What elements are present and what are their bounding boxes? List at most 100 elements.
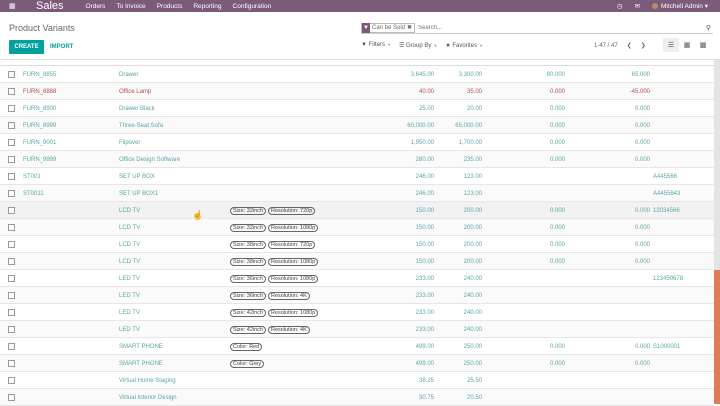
table-row[interactable]: FURN_8888 Office Lamp 40.00 35.00 0.000 -45.0… [0,83,714,100]
row-checkbox[interactable] [8,343,15,350]
hand-cursor-icon: ☝ [192,210,204,220]
caret-down-icon: ▼ [479,43,484,48]
menu-to-invoice[interactable]: To Invoice [116,2,146,10]
row-checkbox[interactable] [8,71,15,78]
quantity-on-hand: 0.000 [549,360,565,367]
row-checkbox[interactable] [8,275,15,282]
table-row[interactable]: FURN_8999 Three-Seat Sofa 60,000.00 65,000.… [0,117,714,134]
import-button[interactable]: IMPORT [50,44,74,50]
table-row[interactable]: Virtual Home Staging 38.25 25.50 [0,372,714,389]
remove-facet-icon[interactable]: ✖ [407,25,413,31]
table-row[interactable]: ST0011 SET UP BOX1 246.00 123.00 A4455643 [0,185,714,202]
row-checkbox[interactable] [8,394,15,401]
pager: 1-47 / 47 ❮ ❯ [594,42,646,50]
row-checkbox[interactable] [8,309,15,316]
sales-price: 150.00 [415,258,434,265]
table-row[interactable]: LCD TV Size: 38inch Resolution: 720p 150.00… [0,236,714,253]
table-row[interactable]: FURN_9999 Office Design Software 280.00 235… [0,151,714,168]
table-row[interactable]: LED TV Size: 36inch Resolution: 1080p 233.0… [0,270,714,287]
sales-price: 3,645.00 [410,71,434,78]
table-row[interactable]: ST001 SET UP BOX 246.00 123.00 A445566 [0,168,714,185]
sales-price: 246.00 [415,190,434,197]
table-row[interactable]: FURN_8900 Drawer Black 25.00 20.00 0.000 0.00… [0,100,714,117]
row-checkbox[interactable] [8,105,15,112]
row-checkbox[interactable] [8,292,15,299]
table-row[interactable]: LED TV Size: 42inch Resolution: 1080p 233.0… [0,304,714,321]
table-row[interactable]: SMART PHONE Color: Red 499.00 250.00 0.000 0.… [0,338,714,355]
cost: 20.50 [466,394,482,401]
row-checkbox[interactable] [8,139,15,146]
product-name: LCD TV [119,224,141,231]
caret-down-icon: ▼ [386,42,391,47]
row-checkbox[interactable] [8,207,15,214]
search-options: ▼ Filters ▼ ☰ Group By ▼ ★ Favorites ▼ [361,42,483,49]
row-checkbox[interactable] [8,156,15,163]
attribute-tag: Size: 38inch [230,257,266,266]
view-switcher: ☰ ▦ ▩ [663,38,711,52]
table-row[interactable]: Virtual Interior Design 30.75 20.50 [0,389,714,406]
sales-price: 150.00 [415,241,434,248]
table-row[interactable]: LED TV Size: 42inch Resolution: 4K 233.00 24… [0,321,714,338]
row-checkbox[interactable] [8,224,15,231]
row-checkbox[interactable] [8,88,15,95]
cost: 250.00 [463,343,482,350]
page-title: Product Variants [9,23,75,33]
table-row[interactable]: LED TV Size: 36inch Resolution: 4K 233.00 24… [0,287,714,304]
list-view-button[interactable]: ☰ [663,38,679,52]
table-row[interactable]: FURN_8855 Drawer 3,645.00 3,300.00 80.000 65.… [0,66,714,83]
user-menu[interactable]: Mitchell Admin ▾ [652,2,708,10]
quantity-on-hand: 80.000 [546,71,565,78]
attribute-values: Size: 38inch Resolution: 1080p [230,253,319,270]
barcode: 12034566 [653,207,680,214]
attribute-tag: Resolution: 720p [267,206,316,215]
row-checkbox[interactable] [8,326,15,333]
search-input[interactable] [418,24,706,31]
table-row[interactable]: LCD TV Size: 32inch Resolution: 1080p 150.0… [0,219,714,236]
kanban-view-button[interactable]: ▦ [683,42,691,49]
attribute-tag: Resolution: 4K [267,291,310,300]
sales-price: 246.00 [415,173,434,180]
row-checkbox[interactable] [8,241,15,248]
scrollbar-track[interactable] [714,60,720,404]
app-brand[interactable]: Sales [36,0,64,12]
menu-reporting[interactable]: Reporting [193,2,222,10]
quantity-on-hand [520,389,565,406]
row-checkbox[interactable] [8,258,15,265]
apps-grid-icon[interactable]: ▦ [9,3,16,10]
attribute-tag: Size: 36inch [230,291,266,300]
row-checkbox[interactable] [8,190,15,197]
row-checkbox[interactable] [8,122,15,129]
row-checkbox[interactable] [8,360,15,367]
barcode: A4455643 [653,190,681,197]
star-icon: ★ [445,43,451,49]
search-icon[interactable]: ⚲ [705,24,711,32]
forecasted-quantity: 0.000 [634,139,650,146]
forecasted-quantity [600,287,650,304]
row-checkbox[interactable] [8,173,15,180]
create-button[interactable]: CREATE [9,40,44,54]
chevron-right-icon[interactable]: ❯ [640,43,646,49]
pager-value[interactable]: 1-47 / 47 [594,42,618,49]
forecasted-quantity: 0.000 [634,156,650,163]
table-row[interactable]: LCD TV Size: 38inch Resolution: 1080p 150.0… [0,253,714,270]
favorites-dropdown[interactable]: ★ Favorites ▼ [445,42,483,49]
chat-icon[interactable]: ✉ [634,3,641,10]
internal-reference: FURN_8855 [23,71,57,78]
menu-orders[interactable]: Orders [85,2,106,10]
chevron-left-icon[interactable]: ❮ [626,43,632,49]
sales-price: 499.00 [415,360,434,367]
grid-view-button[interactable]: ▩ [699,42,707,49]
table-row[interactable]: LCD TV Size: 32inch Resolution: 720p 150.00… [0,202,714,219]
cost: 123.00 [463,173,482,180]
clock-icon[interactable]: ◷ [616,3,623,10]
row-checkbox[interactable] [8,377,15,384]
menu-products[interactable]: Products [156,2,183,10]
table-row[interactable]: FURN_9001 Flipover 1,950.00 1,700.00 0.000 0.… [0,134,714,151]
groupby-dropdown[interactable]: ☰ Group By ▼ [399,42,437,49]
table-row[interactable]: SMART PHONE Color: Grey 499.00 250.00 0.000 0… [0,355,714,372]
filters-dropdown[interactable]: ▼ Filters ▼ [361,42,391,49]
main-menu: Orders To Invoice Products Reporting Con… [86,3,272,10]
menu-configuration[interactable]: Configuration [232,2,272,10]
barcode: 123450678 [653,275,684,282]
scrollbar-thumb[interactable] [714,270,720,404]
